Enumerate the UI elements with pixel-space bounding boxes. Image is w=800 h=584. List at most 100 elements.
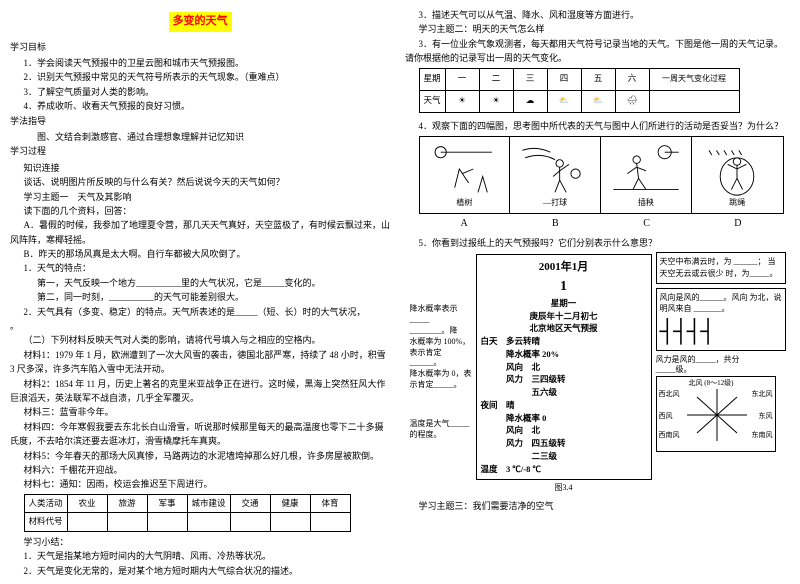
sb1-b: ______；: [734, 257, 766, 266]
fig-caption: 图3.4: [476, 482, 652, 495]
process-header: 学习过程: [10, 144, 390, 158]
know-header: 知识连接: [10, 161, 390, 175]
letter-b: B: [510, 216, 601, 232]
q-intro: 读下面的几个资料，回答：: [10, 204, 390, 218]
activity-cell-a: 植树: [420, 137, 511, 213]
anno-1d: 表示肯定______。: [410, 348, 472, 370]
sb2-c: _______。: [694, 304, 730, 313]
wind-arrows-icon: ┤┤┤┤: [660, 318, 714, 343]
q-2: 2．天气具有（多变、稳定）的特点。天气所表述的是_____（短、长）时的大气状况…: [10, 305, 390, 319]
mat-2: 材料2：1854 年 11 月，历史上著名的克里米亚战争正在进行。这时候，黑海上…: [10, 377, 390, 406]
fc-l10: 二三级: [481, 450, 647, 463]
letter-d: D: [692, 216, 783, 232]
letter-row: A B C D: [419, 216, 784, 232]
weather-row-label: 天气: [419, 90, 445, 112]
mat-4: 材料四：今年寒假我要去东北长白山滑雪，听说那时候那里每天的最高温度也零下二十多摄…: [10, 420, 390, 449]
anno-2: 温度是大气_____的程度。: [410, 419, 472, 441]
sb3-b: _____级。: [656, 365, 786, 376]
sb1-d: 时，为_____。: [726, 269, 778, 278]
wk-desc: 一周天气变化过程: [649, 68, 739, 90]
anno-1b: ________。降: [410, 326, 472, 337]
cell-h8: 体育: [310, 494, 350, 513]
weather-cell-2: ☀: [479, 90, 513, 112]
cell-h4: 军事: [147, 494, 187, 513]
compass-lines-icon: [657, 377, 777, 453]
title-wrap: 多变的天气: [10, 8, 390, 36]
fc-lunar: 庚辰年十二月初七: [481, 310, 647, 323]
activity-strip: 植树 —打球 插秧 跳绳: [419, 136, 784, 214]
table-row: 材料代号: [24, 513, 350, 532]
r-p3: 4．观察下面的四幅图，思考图中所代表的天气与图中人们所进行的活动是否妥当？为什么…: [405, 119, 790, 133]
mat-5: 材料5：今年春天的那场大风真惨，马路两边的水泥墙垮掉那么好几根，许多房屋被欺倒。: [10, 449, 390, 463]
fc-l4: 风力 三四级转: [481, 373, 647, 386]
blank-row: 。: [10, 319, 390, 333]
resA: A．暑假的时候，我参加了地理夏令营，那几天天气真好，天空蓝极了，有时候云飘过来，…: [10, 218, 390, 247]
sun-icon: ☀: [492, 94, 500, 108]
materials-table: 人类活动 农业 旅游 军事 城市建设 交通 健康 体育 材料代号: [24, 494, 351, 532]
weather-cell-1: ☀: [445, 90, 479, 112]
topic1-header: 学习主题一 天气及其影响: [10, 190, 390, 204]
letter-c: C: [601, 216, 692, 232]
fc-l6: 夜间 晴: [481, 399, 647, 412]
anno-1c: 水概率为 100%，: [410, 337, 472, 348]
right-side-boxes: 天空中布满云时，为 ______； 当天空无云或云很少 时，为_____。 风向…: [656, 252, 786, 452]
partly-cloudy-icon: ⛅: [559, 94, 570, 108]
cloud-icon: ☁: [526, 94, 535, 108]
planting-sketch-icon: [425, 141, 503, 197]
activity-cell-c: 插秧: [601, 137, 692, 213]
fc-l7: 降水概率 0: [481, 412, 647, 425]
wk-label: 星期: [419, 68, 445, 90]
wk-4: 四: [547, 68, 581, 90]
weather-desc-blank: [649, 90, 739, 112]
anno-1e: 降水概率为 0，表: [410, 369, 472, 380]
right-column: 3．描述天气可以从气温、降水、风和湿度等方面进行。 学习主题二：明天的天气怎么样…: [400, 8, 790, 576]
left-annotations: 降水概率表示_____ ________。降 水概率为 100%， 表示肯定__…: [410, 252, 472, 440]
resB: B．昨天的那场风真是太大啊。自行车都被大风吹倒了。: [10, 247, 390, 261]
fc-l5: 五六级: [481, 386, 647, 399]
cell-b-label: —打球: [543, 197, 567, 210]
wk-5: 五: [581, 68, 615, 90]
cell-h3: 旅游: [107, 494, 147, 513]
fc-l3: 风向 北: [481, 361, 647, 374]
blank-cell: [230, 513, 270, 532]
sb1-a: 天空中布满云时，为: [660, 257, 732, 266]
wk-2: 二: [479, 68, 513, 90]
cell-d-label: 跳绳: [729, 197, 745, 210]
weather-cell-5: ⛅: [581, 90, 615, 112]
fc-title: 2001年1月: [481, 259, 647, 276]
sb3-a: 风力是风的_____，共分: [656, 355, 786, 366]
anno-1f: 示肯定_____。: [410, 380, 472, 391]
mat-7: 材料七：通知：因雨，校运会推迟至下周进行。: [10, 477, 390, 491]
fc-sub: 星期一: [481, 297, 647, 310]
weather-cell-4: ⛅: [547, 90, 581, 112]
rain-icon: 🌧: [627, 94, 638, 108]
forecast-layout: 降水概率表示_____ ________。降 水概率为 100%， 表示肯定__…: [410, 252, 791, 495]
mat-3: 材料三：蓝雪非今年。: [10, 405, 390, 419]
fc-l2: 降水概率 20%: [481, 348, 647, 361]
fc-l8: 风向 北: [481, 424, 647, 437]
cell-h6: 交通: [230, 494, 270, 513]
table-row: 星期 一 二 三 四 五 六 一周天气变化过程: [419, 68, 739, 90]
mat-6: 材料六：千棚花开迎战。: [10, 463, 390, 477]
blank-cell: [187, 513, 230, 532]
side-box-2: 风向是风的______。风向 为北，说明风来自 _______。 ┤┤┤┤: [656, 288, 786, 351]
jumprope-sketch-icon: [698, 141, 776, 197]
topic2-header: 学习主题二：明天的天气怎么样: [405, 22, 790, 36]
blank-cell: [147, 513, 187, 532]
trait-header: 1．天气的特点：: [10, 261, 390, 275]
farming-sketch-icon: [607, 141, 685, 197]
activity-cell-b: —打球: [510, 137, 601, 213]
obj-3: 3．了解空气质量对人类的影响。: [10, 85, 390, 99]
wk-1: 一: [445, 68, 479, 90]
trait-2: 第二，同一时刻，__________的天气可能差别很大。: [10, 290, 390, 304]
table-row: 人类活动 农业 旅游 军事 城市建设 交通 健康 体育: [24, 494, 350, 513]
fc-l1: 白天 多云转晴: [481, 335, 647, 348]
weekly-weather-table: 星期 一 二 三 四 五 六 一周天气变化过程 天气 ☀ ☀ ☁ ⛅ ⛅ 🌧: [419, 68, 740, 113]
blank-cell: [107, 513, 147, 532]
summary-1: 1．天气是指某地方短时间内的大气阴晴、风雨、冷热等状况。: [10, 549, 390, 563]
cell-h1: 人类活动: [24, 494, 67, 513]
weather-cell-6: 🌧: [615, 90, 649, 112]
cell-c-label: 插秧: [638, 197, 654, 210]
blank-cell: [67, 513, 107, 532]
fc-temp: 温度 3 ℃/-8 ℃: [481, 463, 647, 476]
